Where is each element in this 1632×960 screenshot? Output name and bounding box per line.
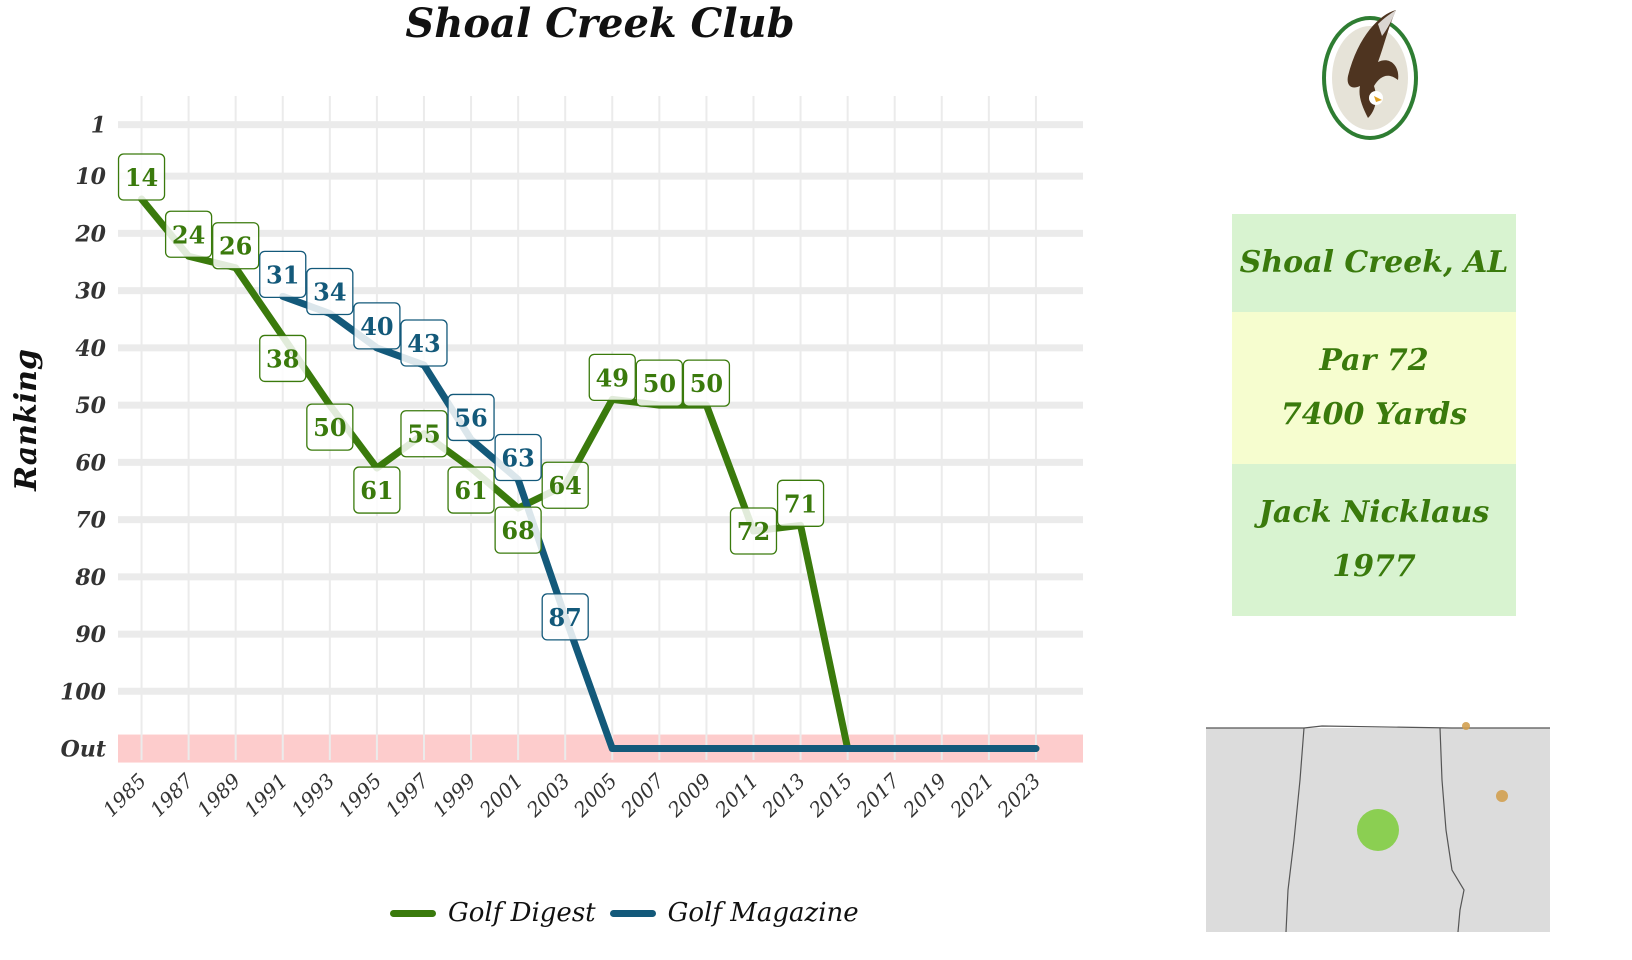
x-tick-label: 1987 [145,768,198,821]
data-label: 43 [407,329,440,358]
location-cell: Shoal Creek, AL [1232,214,1516,312]
state-map-icon [1206,722,1550,932]
y-tick-label: 10 [75,164,106,190]
y-tick-label: Out [61,737,106,763]
data-label: 26 [219,232,252,261]
data-label-box [164,210,213,258]
data-label: 61 [360,476,393,505]
data-label: 68 [501,516,534,545]
data-label-box [353,302,401,350]
x-tick-label: 1985 [98,769,151,822]
legend-item: Golf Digest [390,898,596,928]
year-text: 1977 [1332,549,1416,584]
x-tick-label: 2009 [662,768,716,822]
x-tick-label: 2013 [756,769,810,823]
x-tick-label: 2021 [945,769,999,823]
location-text: Shoal Creek, AL [1239,245,1509,280]
data-label-box [353,466,401,514]
data-label-box [729,507,778,555]
data-label: 50 [643,369,676,398]
x-tick-label: 2023 [992,769,1046,823]
data-label: 50 [690,369,723,398]
data-label: 64 [548,471,581,500]
data-label-box [400,410,448,458]
chart-legend: Golf Digest Golf Magazine [390,898,873,928]
course-specs-cell: Par 72 7400 Yards [1232,312,1516,464]
legend-key [390,909,436,917]
data-label: 63 [501,444,534,473]
x-tick-label: 1999 [428,768,481,821]
x-tick-label: 2015 [803,769,857,823]
legend-item: Golf Magazine [609,898,859,928]
data-label: 14 [125,163,158,192]
x-tick-label: 1993 [286,769,339,822]
x-tick-label: 2001 [474,769,528,823]
y-tick-label: 30 [75,279,106,305]
legend-label: Golf Magazine [667,898,859,928]
chart-title: Shoal Creek Club [405,0,795,47]
y-tick-label: 80 [74,565,106,591]
data-label-box [635,359,683,407]
designer-cell: Jack Nicklaus 1977 [1232,464,1516,616]
data-label: 71 [784,489,817,518]
data-label: 61 [454,476,487,505]
x-tick-label: 2017 [851,768,905,822]
data-label: 24 [172,220,205,249]
data-label: 72 [737,517,770,546]
x-tick-label: 2003 [521,769,575,823]
data-label-box [306,403,354,451]
data-label-box [306,267,354,316]
x-tick-label: 1989 [192,768,245,821]
yards-text: 7400 Yards [1280,397,1468,432]
data-label: 55 [407,420,440,449]
y-tick-label: 1 [91,113,106,139]
data-label-box [259,334,307,383]
legend-key [609,909,656,917]
y-tick-label: 70 [75,508,106,534]
data-label-box [259,250,307,298]
x-tick-label: 1995 [333,769,386,822]
data-label-box [447,393,495,442]
data-label: 49 [596,363,629,392]
data-label: 31 [266,260,299,289]
data-label-box [494,433,542,482]
course-info-card: Shoal Creek, AL Par 72 7400 Yards Jack N… [1232,214,1516,616]
eagle-emblem-icon [1322,10,1418,140]
data-label-box [212,222,260,270]
architect-text: Jack Nicklaus [1258,495,1490,530]
data-label-box [541,593,589,641]
data-label-box [447,466,495,514]
data-label-box [117,153,166,201]
x-tick-label: 2011 [709,769,763,823]
data-label: 50 [313,413,346,442]
data-label: 87 [548,603,581,632]
data-label-box [588,353,636,402]
y-axis-title: Ranking [9,349,44,492]
data-label-box [776,479,825,527]
y-tick-label: 60 [75,450,106,476]
data-label-box [541,461,589,509]
y-tick-label: 50 [75,393,106,419]
y-tick-label: 100 [60,679,107,705]
legend-label: Golf Digest [448,898,596,928]
x-tick-label: 2005 [568,769,622,823]
x-tick-label: 2019 [898,768,952,822]
y-tick-label: 90 [75,622,106,648]
y-tick-label: 20 [74,221,106,247]
x-tick-label: 1991 [239,769,292,822]
x-tick-label: 1997 [381,768,434,821]
data-label: 38 [266,344,299,373]
data-label: 56 [454,403,487,432]
par-text: Par 72 [1319,343,1429,378]
x-tick-label: 2007 [615,768,669,822]
data-label-box [494,506,542,554]
data-label: 34 [313,278,346,307]
data-label: 40 [360,312,393,341]
data-label-box [682,359,731,407]
data-label-box [400,319,448,367]
y-tick-label: 40 [75,336,106,362]
